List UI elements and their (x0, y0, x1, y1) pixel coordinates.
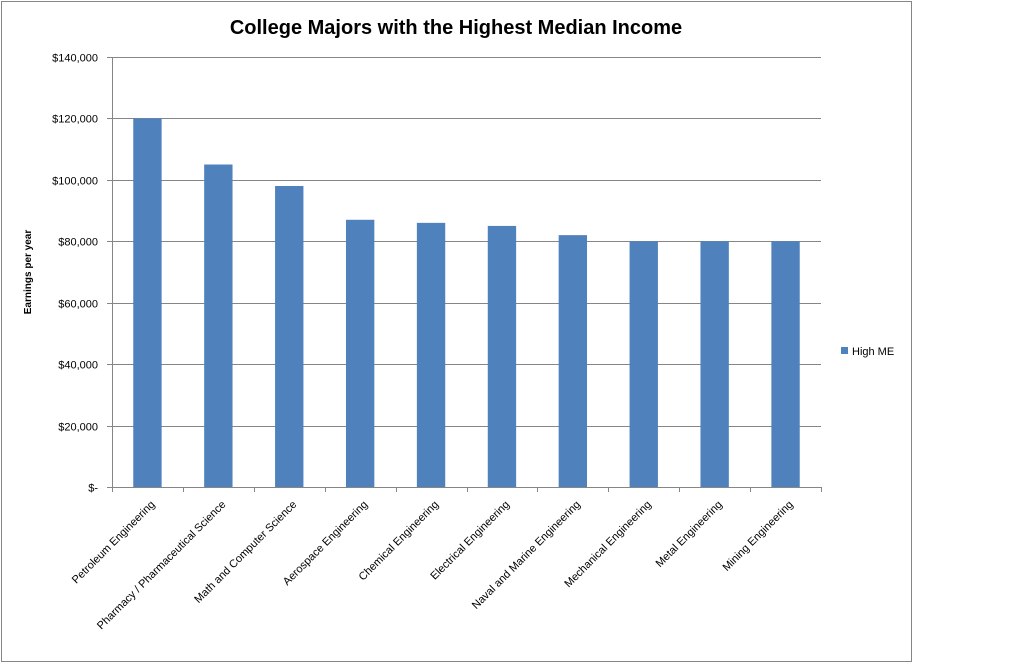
bar (275, 186, 304, 487)
bar (629, 241, 658, 487)
bars (133, 118, 800, 488)
bar (700, 241, 729, 487)
y-tick-label: $140,000 (52, 53, 98, 65)
y-axis-ticks: $- $20,000 $40,000 $60,000 $80,000 $100,000 $1… (52, 53, 113, 495)
bar (416, 222, 446, 487)
bar (558, 235, 588, 487)
y-tick-label: $80,000 (58, 237, 98, 249)
legend: High ME (841, 346, 894, 358)
chart-title: College Majors with the Highest Median I… (230, 17, 682, 39)
y-tick-label: $40,000 (58, 360, 98, 372)
y-tick-label: $20,000 (58, 422, 98, 434)
y-tick-label: $- (88, 483, 98, 495)
bar (133, 118, 162, 487)
y-tick-label: $120,000 (52, 114, 98, 126)
y-tick-label: $60,000 (58, 299, 98, 311)
legend-swatch (841, 347, 848, 354)
bar (771, 241, 800, 487)
bar (204, 164, 233, 487)
bar (487, 225, 517, 487)
legend-label: High ME (852, 346, 894, 358)
y-axis-label: Earnings per year (23, 230, 34, 315)
y-tick-label: $100,000 (52, 176, 98, 188)
bar (345, 219, 375, 488)
